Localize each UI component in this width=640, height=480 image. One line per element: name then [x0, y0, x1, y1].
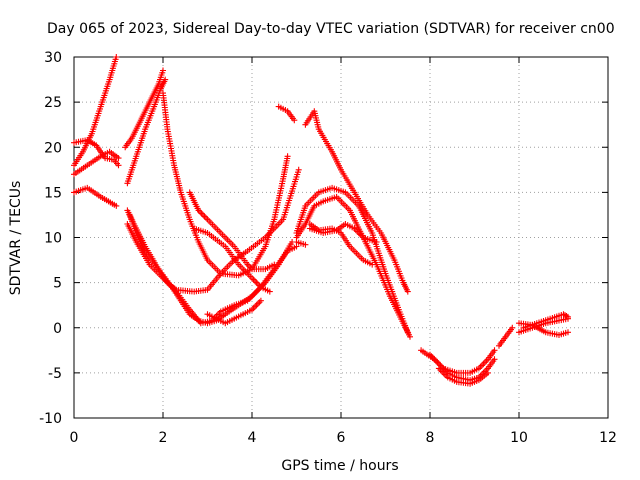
data-marks: [427, 351, 498, 384]
x-tick-label: 6: [337, 430, 346, 446]
y-tick-label: 30: [44, 50, 62, 66]
data-series-arc-23: [435, 365, 491, 387]
data-marks: [293, 193, 413, 340]
data-series-arc-5: [122, 67, 166, 151]
data-marks: [435, 365, 491, 387]
data-marks: [71, 54, 120, 169]
data-series-arc-20: [293, 239, 309, 248]
data-marks: [71, 137, 122, 169]
x-tick-label: 10: [510, 430, 528, 446]
x-tick-label: 0: [70, 430, 79, 446]
data-marks: [306, 221, 376, 268]
y-tick-labels: -10 -5 0 5 10 15 20 25 30: [39, 50, 62, 427]
x-tick-label: 12: [599, 430, 617, 446]
x-tick-label: 4: [248, 430, 257, 446]
y-tick-label: 20: [44, 140, 62, 156]
data-marks: [71, 148, 122, 178]
data-marks: [520, 311, 571, 331]
y-tick-label: 25: [44, 95, 62, 111]
data-series-arc-1: [71, 54, 120, 169]
data-series-arc-11: [186, 189, 278, 273]
y-tick-label: 5: [53, 276, 62, 292]
x-tick-label: 8: [426, 430, 435, 446]
data-marks: [496, 324, 516, 349]
x-tick-label: 2: [159, 430, 168, 446]
data-marks: [293, 184, 411, 336]
data-series-arc-2: [71, 184, 120, 209]
x-axis-label: GPS time / hours: [281, 458, 398, 474]
data-marks: [191, 225, 273, 295]
data-series-arc-3: [71, 137, 122, 169]
data-series-arc-17: [293, 193, 413, 340]
y-axis-label: SDTVAR / TECUs: [8, 181, 24, 296]
data-series-arc-19: [306, 221, 376, 268]
data-marks: [122, 67, 166, 151]
y-tick-label: -10: [39, 411, 62, 427]
data-marks: [124, 166, 302, 295]
chart-title: Day 065 of 2023, Sidereal Day-to-day VTE…: [47, 21, 615, 37]
data-marks: [124, 76, 169, 187]
data-marks: [186, 189, 278, 273]
data-series-arc-13: [204, 297, 264, 327]
data-series-arc-16: [293, 184, 411, 336]
y-tick-label: 10: [44, 231, 62, 247]
data-marks: [293, 239, 309, 248]
x-tick-labels: 0 2 4 6 8 10 12: [70, 430, 617, 446]
data-series-arc-24: [496, 324, 516, 349]
data-series-arc-4: [71, 148, 122, 178]
data-marks: [71, 184, 120, 209]
y-tick-label: -5: [48, 366, 62, 382]
data-series-arc-12: [191, 225, 273, 295]
plot-frame: [73, 56, 609, 419]
y-tick-label: 0: [53, 321, 62, 337]
data-marks: [204, 297, 264, 327]
data-points: [71, 54, 571, 387]
data-series-arc-15: [302, 108, 411, 295]
y-tick-label: 15: [44, 185, 62, 201]
data-series-arc-27: [520, 311, 571, 331]
data-marks: [302, 108, 411, 295]
data-series-arc-8: [124, 166, 302, 295]
data-series-arc-14: [275, 103, 298, 124]
data-series-arc-22: [427, 351, 498, 384]
data-marks: [275, 103, 298, 124]
data-series-arc-6: [124, 76, 169, 187]
